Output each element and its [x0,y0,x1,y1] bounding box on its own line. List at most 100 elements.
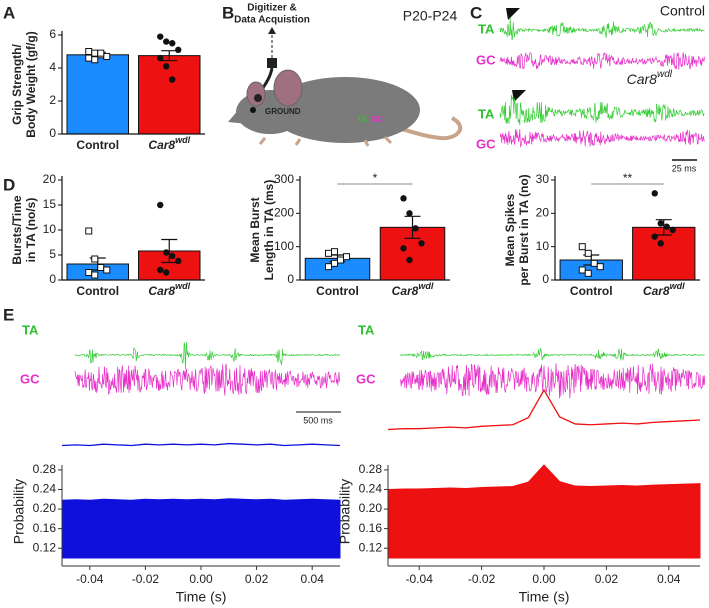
x-tick-label: Car8wdl [148,135,190,152]
y-axis-label: Probability [11,479,27,544]
channel-label: TA [358,322,375,337]
probability-area [61,498,341,559]
ear [246,81,266,107]
y-tick-label: 0 [49,126,56,140]
data-point [91,49,99,57]
connector [267,58,277,68]
category-sup: wdl [418,281,433,291]
data-point [91,56,99,64]
data-point [578,266,586,274]
y-tick-label: 0 [542,272,549,286]
y-tick-label: 15 [43,197,57,211]
data-point [331,248,338,256]
category-text: Car8 [148,138,175,152]
x-tick-label: -0.02 [468,572,496,586]
panel-label: D [3,175,15,194]
data-point [163,249,170,256]
data-point [97,264,105,271]
channel-label: TA [478,21,495,36]
data-point [663,223,670,230]
x-tick-label: Control [76,138,119,152]
category-text: Car8 [148,284,175,298]
data-point [657,240,664,247]
x-tick-label: 0.00 [532,572,556,586]
data-point [163,269,170,276]
data-point [596,263,604,271]
data-point [325,249,332,257]
data-point [163,63,170,70]
y-axis-label: in TA (no/s) [24,198,38,263]
ground-label: GROUND [265,107,301,116]
y-tick-label: 0.12 [359,540,383,554]
data-point [651,233,658,240]
panel-labels: A B C D E [3,3,482,324]
emg-trace [499,52,705,70]
channel-label: GC [356,371,376,386]
significance-label: * [373,171,378,185]
scale-label: 500 ms [303,415,333,425]
y-tick-label: 4 [49,60,56,74]
x-tick-label: 0.02 [595,572,619,586]
x-tick-label: Car8wdl [148,281,190,298]
y-tick-label: 0.16 [359,521,383,535]
category-text: Control [76,284,119,298]
y-tick-label: 0.28 [359,462,383,476]
y-tick-label: 300 [274,172,294,186]
emg-trace [74,363,340,396]
y-tick-label: 6 [49,27,56,41]
x-tick-label: Control [316,284,359,298]
data-point [157,33,164,40]
channel-label: GC [20,371,40,386]
data-point [97,49,105,57]
data-point [175,46,182,54]
condition-sup: wdl [657,69,673,80]
y-axis-label: Probability [337,479,353,544]
arrowhead-marker [512,90,526,102]
data-point [175,257,182,265]
x-tick-label: Control [76,284,119,298]
data-point [325,263,332,271]
category-sup: wdl [670,281,685,291]
panel-label: C [470,3,482,22]
y-tick-label: 0.16 [33,521,57,535]
y-tick-label: 5 [49,247,56,261]
y-tick-label: 0.20 [33,501,57,515]
mouse-diagram: Digitizer & Data Acquistion P20-P24 GROU… [228,3,463,147]
data-point [400,195,407,202]
y-axis-label: Body Weight (gf/g) [24,31,38,137]
average-trace [61,442,341,447]
data-point [157,54,164,62]
data-point [657,220,664,227]
data-point [406,210,413,217]
eye [250,107,256,113]
channel-label: TA [22,322,39,337]
data-point [91,271,99,279]
error-bar [161,238,178,264]
category-text: Control [316,284,359,298]
emg-trace [399,363,706,399]
data-point [85,227,93,235]
bar [632,226,696,281]
device-label: Data Acquistion [234,15,310,26]
paws [258,135,393,147]
data-point [584,269,592,277]
snout [228,108,248,124]
data-point [337,256,344,264]
panel-label: A [3,3,15,22]
condition-text: Car8 [627,71,658,87]
category-text: Car8 [643,284,670,298]
muscle-label: TA [357,115,367,124]
data-point [418,240,425,247]
data-point [169,76,176,83]
condition-label: Car8wdl [627,69,673,87]
channel-label: GC [476,52,496,67]
x-tick-label: Car8wdl [643,281,685,298]
x-tick-label: -0.02 [132,572,160,586]
x-tick-label: 0.04 [301,572,325,586]
body [270,77,420,143]
headstage [254,94,262,102]
arrowhead [268,27,276,34]
arrowhead-marker [506,8,520,20]
data-point [85,269,93,276]
